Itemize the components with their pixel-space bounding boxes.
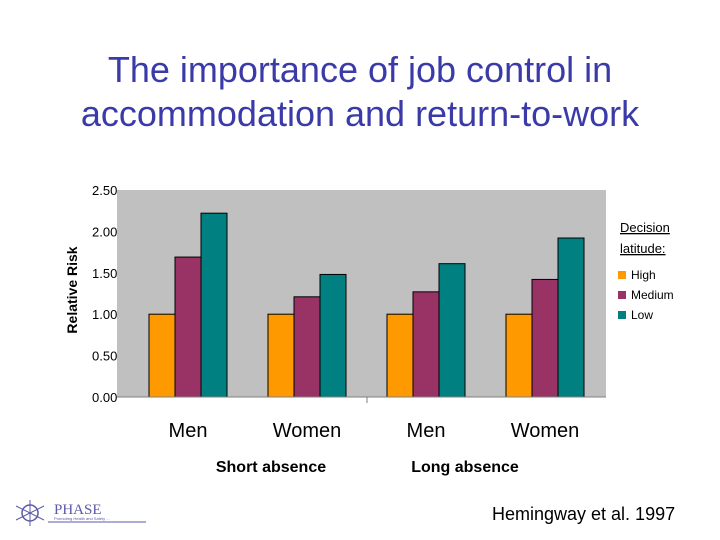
bar-low-0	[200, 212, 228, 398]
y-tick-label: 2.00	[92, 224, 117, 239]
bar-high-2	[386, 313, 414, 398]
bar-high-1	[267, 313, 295, 398]
y-tick-label: 2.50	[92, 183, 117, 198]
y-axis-label: Relative Risk	[64, 246, 80, 333]
bar-medium-2	[412, 291, 440, 398]
x-group-label: Short absence	[216, 459, 326, 476]
bar-low-3	[557, 237, 585, 398]
y-tick-label: 1.50	[92, 266, 117, 281]
x-axis-labels: Men Women Men Women Short absence Long absenc…	[169, 420, 580, 476]
bar-high-0	[148, 313, 176, 398]
y-axis-ticks: 0.00 0.50 1.00 1.50 2.00 2.50	[92, 183, 117, 405]
y-tick-label: 1.00	[92, 307, 117, 322]
bar-low-1	[319, 273, 347, 398]
citation: Hemingway et al. 1997	[492, 504, 676, 524]
legend-swatch-high	[618, 271, 626, 279]
logo-star-icon	[15, 500, 45, 526]
logo-text: PHASE	[54, 502, 102, 518]
y-tick-label: 0.00	[92, 390, 117, 405]
legend-label-medium: Medium	[631, 288, 674, 302]
bar-medium-3	[531, 278, 559, 398]
phase-logo: PHASE Promoting Health and Safety ...	[15, 500, 146, 526]
bar-high-3	[505, 313, 533, 398]
logo-tagline: Promoting Health and Safety ...	[54, 516, 110, 521]
bars-layer	[117, 212, 606, 403]
legend-swatch-low	[618, 311, 626, 319]
legend: Decision latitude: High Medium Low	[618, 220, 674, 322]
legend-title-line-1: Decision	[620, 220, 670, 235]
legend-label-low: Low	[631, 308, 653, 322]
legend-swatch-medium	[618, 291, 626, 299]
x-group-label: Long absence	[411, 459, 519, 476]
slide-title: The importance of job control in accommo…	[80, 49, 640, 134]
x-category-label: Men	[407, 420, 446, 442]
bar-medium-1	[293, 296, 321, 398]
bar-low-2	[438, 263, 466, 398]
x-category-label: Women	[273, 420, 342, 442]
x-category-label: Women	[511, 420, 580, 442]
legend-label-high: High	[631, 268, 656, 282]
y-tick-label: 0.50	[92, 349, 117, 364]
bar-medium-0	[174, 256, 202, 398]
x-category-label: Men	[169, 420, 208, 442]
legend-title-line-2: latitude:	[620, 241, 666, 256]
